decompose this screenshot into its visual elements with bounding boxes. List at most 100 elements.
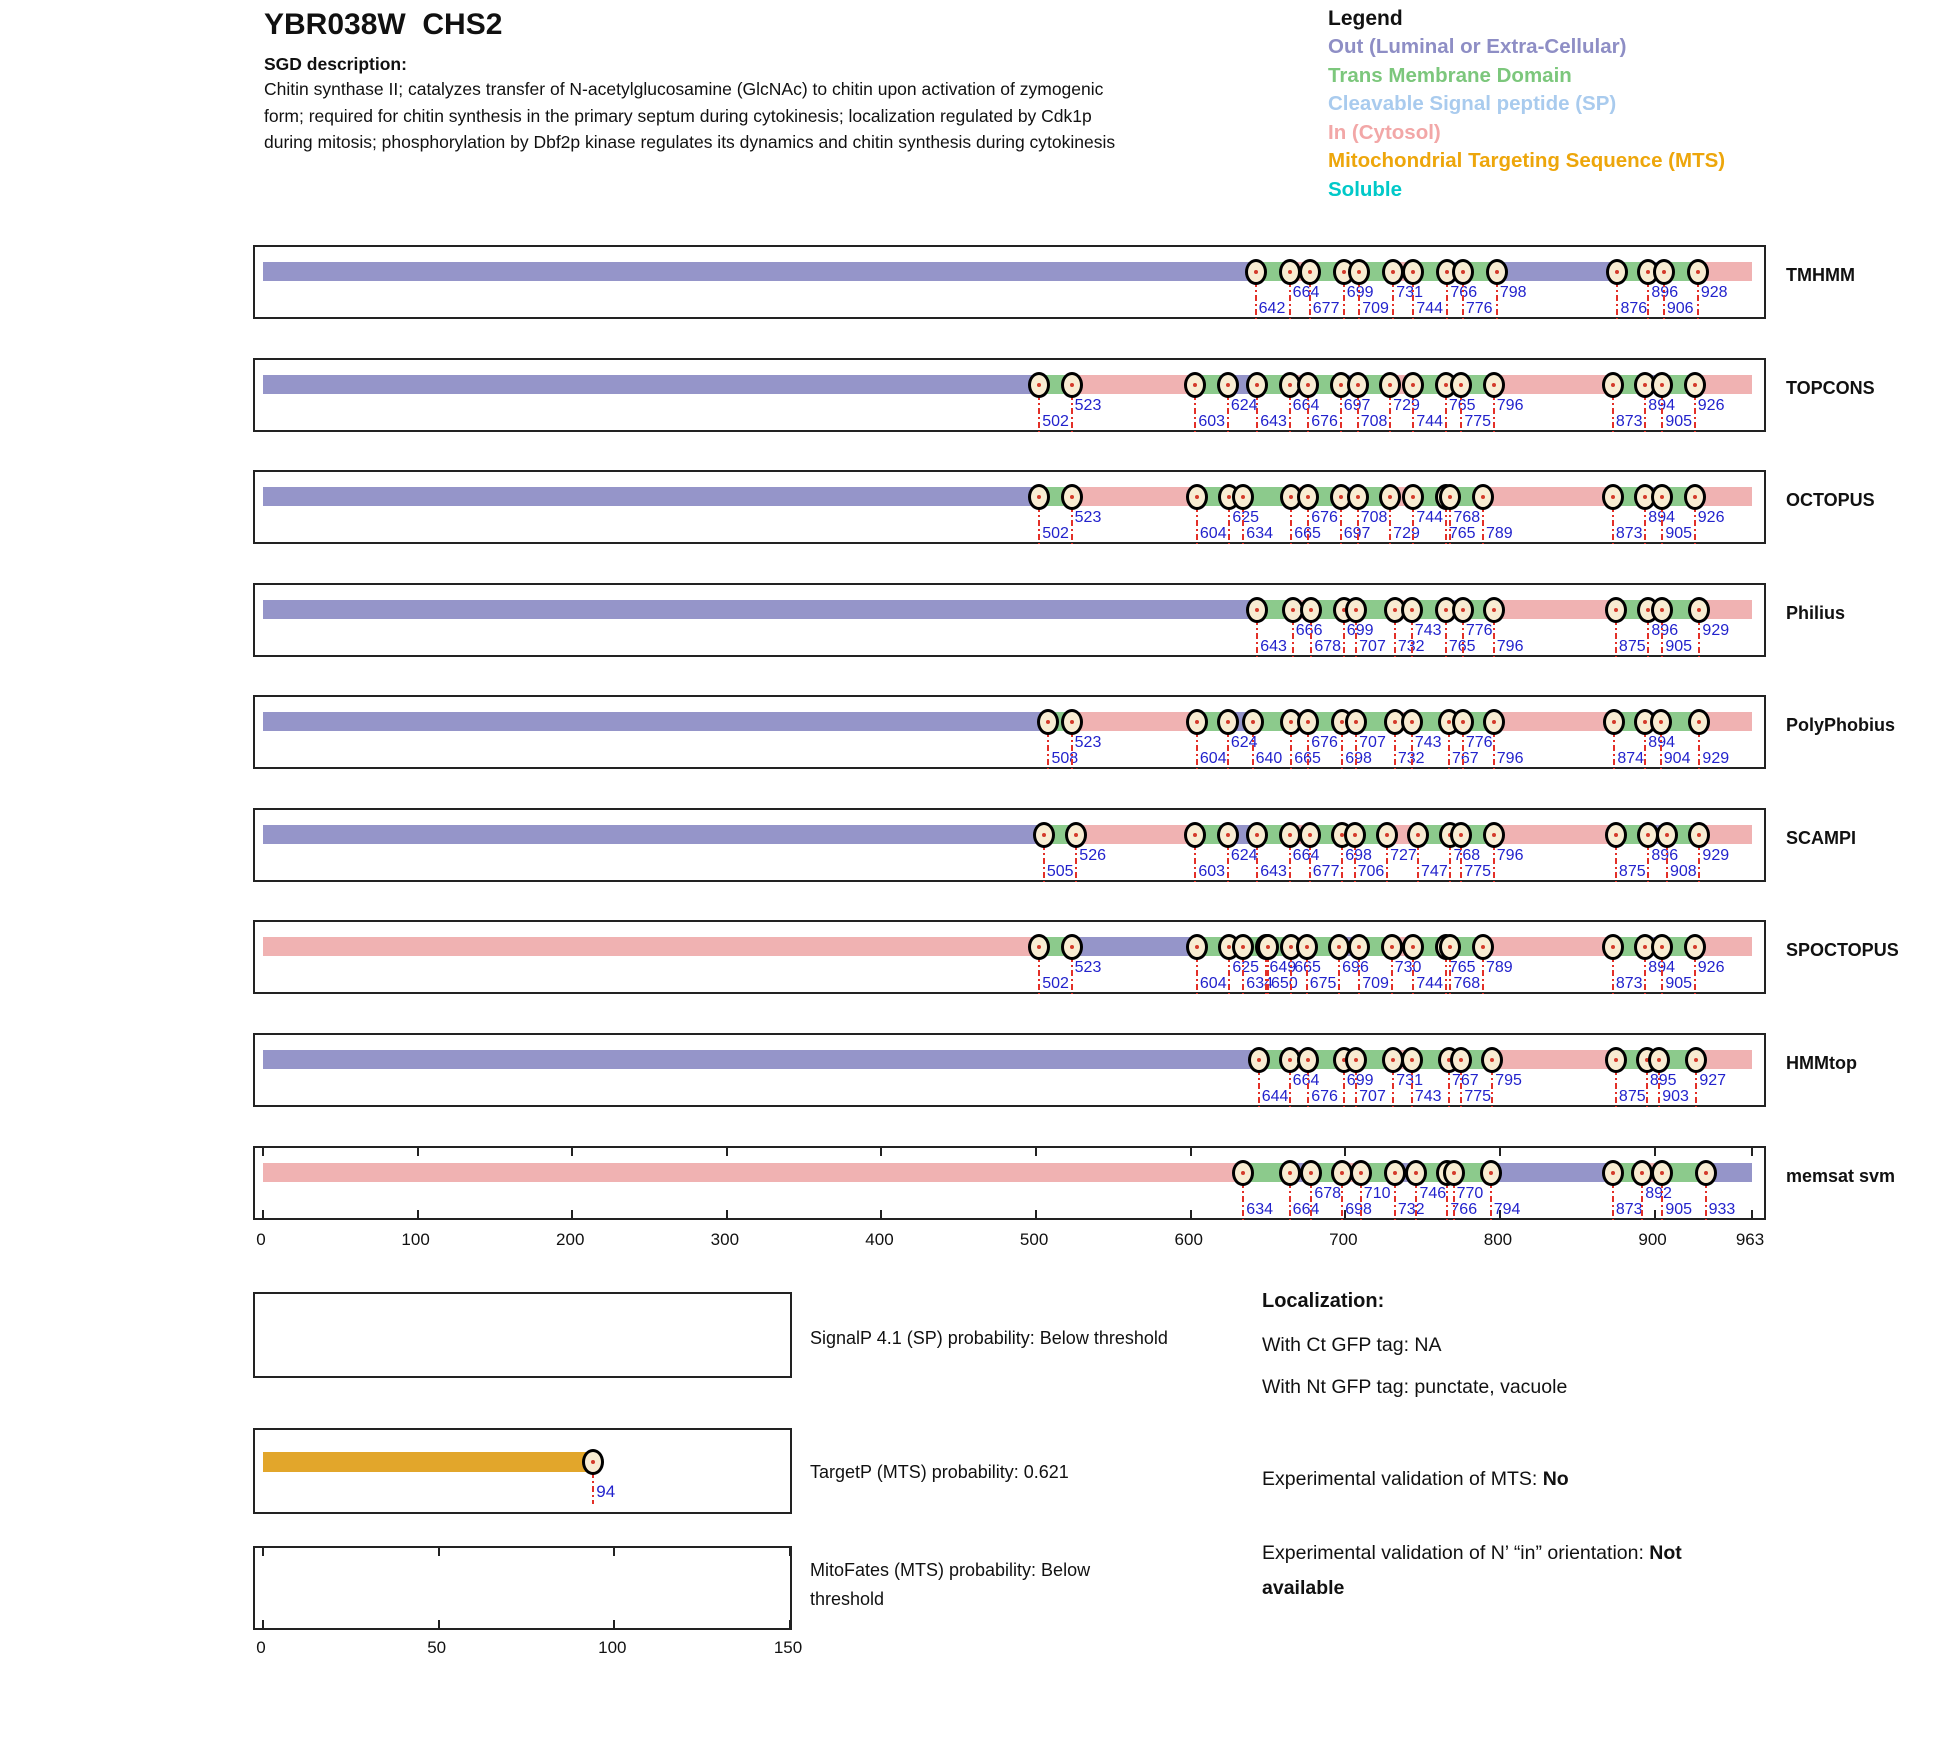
boundary-marker — [1402, 372, 1425, 398]
boundary-label: 675 — [1309, 975, 1337, 992]
boundary-label: 896 — [1651, 622, 1679, 639]
boundary-line — [1661, 506, 1664, 544]
boundary-line — [1460, 844, 1463, 882]
boundary-label: 676 — [1311, 1088, 1338, 1105]
localization-mts-line: Experimental validation of MTS: No — [1262, 1468, 1569, 1490]
boundary-marker — [1651, 1160, 1674, 1186]
boundary-label: 643 — [1260, 638, 1287, 655]
track-box-scampi: 505 526 603 624 643 664 677 698 706 727 747 768 775 7… — [253, 808, 1766, 882]
boundary-label: 874 — [1617, 750, 1645, 767]
legend-items: Out (Luminal or Extra-Cellular) Trans Mem… — [1328, 33, 1725, 204]
axis-tick — [571, 1148, 574, 1156]
boundary-label: 94 — [596, 1482, 616, 1501]
boundary-marker — [1232, 934, 1255, 960]
boundary-line — [1661, 956, 1664, 994]
boundary-label: 732 — [1397, 1201, 1425, 1218]
boundary-label: 892 — [1645, 1185, 1672, 1202]
boundary-marker — [1604, 597, 1627, 623]
boundary-line — [1307, 731, 1310, 769]
boundary-label: 927 — [1699, 1072, 1727, 1089]
boundary-label: 698 — [1345, 750, 1372, 767]
boundary-marker — [1297, 484, 1320, 510]
boundary-line — [1256, 394, 1259, 432]
segment-out — [263, 375, 1040, 394]
boundary-label: 744 — [1416, 300, 1444, 317]
boundary-marker — [1216, 822, 1239, 848]
axis-tick — [880, 1148, 883, 1156]
track-label-scampi: SCAMPI — [1786, 828, 1857, 848]
segment-in — [1694, 937, 1752, 956]
boundary-marker — [1037, 709, 1060, 735]
track-box-hmmtop: 644 664 676 699 707 731 743 767 775 795 875 895 903 9… — [253, 1033, 1766, 1107]
boundary-label: 929 — [1702, 750, 1730, 767]
track-box-octopus: 5025236046256346656766977087297447657687… — [253, 470, 1766, 544]
boundary-label: 743 — [1414, 734, 1442, 751]
legend-item-soluble: Soluble — [1328, 177, 1403, 201]
boundary-label: 926 — [1697, 959, 1725, 976]
boundary-line — [1446, 281, 1449, 319]
segment-out — [263, 487, 1040, 506]
boundary-line — [1194, 844, 1197, 882]
boundary-label: 678 — [1314, 638, 1342, 655]
boundary-label: 625 — [1232, 509, 1260, 526]
boundary-marker — [1471, 934, 1494, 960]
boundary-marker — [1604, 1047, 1627, 1073]
boundary-line — [1611, 506, 1614, 544]
sgd-description: Chitin synthase II; catalyzes transfer o… — [264, 76, 1115, 156]
boundary-line — [1444, 956, 1447, 994]
axis-tick — [1189, 1148, 1192, 1156]
boundary-marker — [1348, 259, 1371, 285]
boundary-marker — [1345, 597, 1368, 623]
boundary-label: 664 — [1292, 284, 1320, 301]
boundary-label: 642 — [1258, 300, 1286, 317]
boundary-line — [1698, 619, 1701, 657]
boundary-line — [1659, 731, 1662, 769]
boundary-line — [1038, 394, 1041, 432]
boundary-label: 644 — [1261, 1088, 1289, 1105]
boundary-label: 624 — [1230, 847, 1258, 864]
boundary-line — [1342, 281, 1345, 319]
boundary-marker — [1345, 1047, 1368, 1073]
boundary-label: 708 — [1360, 509, 1388, 526]
boundary-label: 634 — [1246, 1201, 1273, 1218]
boundary-label: 796 — [1496, 638, 1524, 655]
boundary-label: 699 — [1346, 622, 1374, 639]
boundary-marker — [1648, 1047, 1671, 1073]
boundary-label: 502 — [1042, 525, 1069, 542]
boundary-line — [1491, 1069, 1494, 1107]
boundary-label: 895 — [1649, 1072, 1677, 1089]
axis-tick — [789, 1548, 791, 1556]
boundary-line — [1047, 731, 1050, 769]
boundary-label: 794 — [1493, 1201, 1521, 1218]
track-label-octopus: OCTOPUS — [1786, 490, 1875, 510]
boundary-line — [1042, 844, 1045, 882]
boundary-label: 765 — [1448, 959, 1476, 976]
segment-in — [1694, 375, 1752, 394]
boundary-marker — [1060, 484, 1083, 510]
boundary-line — [1481, 506, 1484, 544]
boundary-label: 523 — [1074, 734, 1102, 751]
boundary-line — [1070, 506, 1073, 544]
boundary-label: 604 — [1199, 750, 1227, 767]
boundary-line — [1647, 281, 1650, 319]
boundary-marker — [1278, 822, 1301, 848]
boundary-marker — [1601, 484, 1624, 510]
boundary-line — [1195, 506, 1198, 544]
boundary-line — [1242, 956, 1245, 994]
boundary-line — [1267, 956, 1270, 994]
boundary-marker — [1471, 484, 1494, 510]
boundary-line — [1412, 281, 1415, 319]
boundary-line — [1644, 506, 1647, 544]
boundary-line — [1492, 844, 1495, 882]
boundary-marker — [1376, 822, 1399, 848]
page-title: YBR038W CHS2 — [264, 8, 503, 41]
boundary-label: 789 — [1485, 959, 1513, 976]
boundary-marker — [1405, 1160, 1428, 1186]
boundary-label: 707 — [1359, 1088, 1386, 1105]
boundary-label: 706 — [1357, 863, 1385, 880]
boundary-line — [1307, 394, 1310, 432]
boundary-line — [1461, 619, 1464, 657]
axis-tick — [262, 1620, 264, 1628]
boundary-label: 634 — [1246, 525, 1273, 542]
boundary-line — [1447, 731, 1450, 769]
